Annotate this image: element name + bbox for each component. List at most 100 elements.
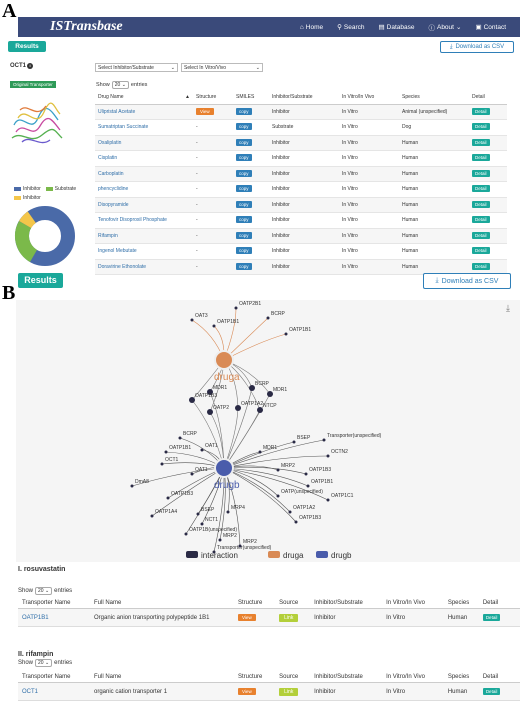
detail-button[interactable]: Detail xyxy=(472,107,490,115)
drug-name-link[interactable]: Oxaliplatin xyxy=(98,139,122,146)
graph-node[interactable] xyxy=(150,514,154,518)
download-csv-button[interactable]: ⤓ Download as CSV xyxy=(440,41,514,53)
copy-smiles-button[interactable]: copy xyxy=(236,123,252,131)
detail-button[interactable]: Detail xyxy=(482,613,501,621)
copy-smiles-button[interactable]: copy xyxy=(236,169,252,177)
copy-smiles-button[interactable]: copy xyxy=(236,247,252,255)
graph-node[interactable] xyxy=(207,409,213,415)
hub-drugb[interactable] xyxy=(214,458,234,478)
graph-node[interactable] xyxy=(284,332,288,336)
hub-druga[interactable] xyxy=(214,350,234,370)
inhibitor-substrate-select[interactable]: Select Inhibitor/Substrate ⌄ xyxy=(95,63,178,72)
view-structure-button[interactable]: View xyxy=(238,687,256,695)
entries-select[interactable]: 20 ⌄ xyxy=(35,659,53,667)
graph-node[interactable] xyxy=(189,397,195,403)
graph-node[interactable] xyxy=(212,550,216,554)
copy-smiles-button[interactable]: copy xyxy=(236,200,252,208)
copy-smiles-button[interactable]: copy xyxy=(236,107,252,115)
graph-node[interactable] xyxy=(160,462,164,466)
graph-node[interactable] xyxy=(306,484,310,488)
graph-node[interactable] xyxy=(212,324,216,328)
detail-button[interactable]: Detail xyxy=(472,200,490,208)
graph-node[interactable] xyxy=(235,405,241,411)
view-structure-button[interactable]: View xyxy=(196,107,214,115)
nav-contact[interactable]: ▣ Contact xyxy=(475,23,506,32)
graph-node[interactable] xyxy=(288,510,292,514)
graph-node[interactable] xyxy=(164,450,168,454)
graph-node[interactable] xyxy=(322,438,326,442)
transporter-link[interactable]: OATP1B1 xyxy=(22,614,49,621)
graph-node[interactable] xyxy=(294,520,298,524)
download-graph-icon[interactable]: ⤓ xyxy=(506,303,510,313)
col-drug-name[interactable]: Drug Name ▲ xyxy=(95,91,193,105)
source-link-button[interactable]: Link xyxy=(279,613,299,622)
graph-node[interactable] xyxy=(326,454,330,458)
graph-node[interactable] xyxy=(190,318,194,322)
source-link-button[interactable]: Link xyxy=(279,687,299,696)
graph-node[interactable] xyxy=(207,389,213,395)
graph-node[interactable] xyxy=(276,494,280,498)
graph-node[interactable] xyxy=(326,498,330,502)
graph-node[interactable] xyxy=(226,510,230,514)
graph-node[interactable] xyxy=(166,496,170,500)
detail-button[interactable]: Detail xyxy=(472,185,490,193)
detail-button[interactable]: Detail xyxy=(482,687,501,695)
detail-button[interactable]: Detail xyxy=(472,138,490,146)
info-icon[interactable]: i xyxy=(27,63,34,69)
nav-database[interactable]: ▤ Database xyxy=(379,23,415,32)
graph-node[interactable] xyxy=(130,484,134,488)
detail-button[interactable]: Detail xyxy=(472,154,490,162)
graph-node[interactable] xyxy=(249,385,255,391)
drug-name-link[interactable]: Sumatriptan Succinate xyxy=(98,124,149,131)
graph-node[interactable] xyxy=(190,472,194,476)
graph-node[interactable] xyxy=(304,472,308,476)
vitro-vivo-select[interactable]: Select In Vitro/Vivo ⌄ xyxy=(181,63,263,72)
graph-node[interactable] xyxy=(266,316,270,320)
download-csv-button-b[interactable]: ⤓ Download as CSV xyxy=(423,273,511,289)
drug-name-link[interactable]: Ingenol Mebutate xyxy=(98,248,137,255)
graph-node[interactable] xyxy=(218,538,222,542)
graph-node[interactable] xyxy=(258,450,262,454)
sort-icon[interactable]: ▲ xyxy=(185,94,190,101)
graph-node[interactable] xyxy=(234,306,238,310)
detail-button[interactable]: Detail xyxy=(472,169,490,177)
detail-button[interactable]: Detail xyxy=(472,231,490,239)
entries-select[interactable]: 20 ⌄ xyxy=(35,587,53,595)
graph-node[interactable] xyxy=(238,544,242,548)
transporter-link[interactable]: OCT1 xyxy=(22,688,39,695)
nav-search[interactable]: ⚲ Search xyxy=(337,23,364,32)
detail-button[interactable]: Detail xyxy=(472,216,490,224)
copy-smiles-button[interactable]: copy xyxy=(236,216,252,224)
drug-name-link[interactable]: Ulipristal Acetate xyxy=(98,108,136,115)
drug-name-link[interactable]: Disopyramide xyxy=(98,201,129,208)
copy-smiles-button[interactable]: copy xyxy=(236,231,252,239)
graph-node[interactable] xyxy=(276,468,280,472)
results-button[interactable]: Results xyxy=(8,41,46,52)
copy-smiles-button[interactable]: copy xyxy=(236,185,252,193)
graph-node[interactable] xyxy=(257,407,263,413)
copy-smiles-button[interactable]: copy xyxy=(236,138,252,146)
graph-node[interactable] xyxy=(178,436,182,440)
detail-button[interactable]: Detail xyxy=(472,262,490,270)
drug-name-link[interactable]: Rifampin xyxy=(98,232,118,239)
nav-home[interactable]: ⌂ Home xyxy=(300,24,323,31)
results-button-b[interactable]: Results xyxy=(18,273,63,288)
view-structure-button[interactable]: View xyxy=(238,613,256,621)
drug-name-link[interactable]: Doravirine Ethonolate xyxy=(98,263,147,270)
graph-node[interactable] xyxy=(184,532,188,536)
drug-name-link[interactable]: Tenofovir Disoproxil Phosphate xyxy=(98,217,167,224)
copy-smiles-button[interactable]: copy xyxy=(236,154,252,162)
copy-smiles-button[interactable]: copy xyxy=(236,262,252,270)
nav-about[interactable]: ⓘ About ⌄ xyxy=(428,22,461,33)
graph-node[interactable] xyxy=(292,440,296,444)
detail-button[interactable]: Detail xyxy=(472,123,490,131)
drug-name-link[interactable]: phencyclidine xyxy=(98,186,129,193)
entries-select[interactable]: 20 ⌄ xyxy=(111,81,129,89)
graph-node[interactable] xyxy=(267,391,273,397)
drug-name-link[interactable]: Carboplatin xyxy=(98,170,124,177)
graph-node[interactable] xyxy=(196,512,200,516)
detail-button[interactable]: Detail xyxy=(472,247,490,255)
brand-logo[interactable]: ISTransbase xyxy=(50,19,123,34)
graph-node[interactable] xyxy=(200,448,204,452)
graph-node[interactable] xyxy=(200,522,204,526)
